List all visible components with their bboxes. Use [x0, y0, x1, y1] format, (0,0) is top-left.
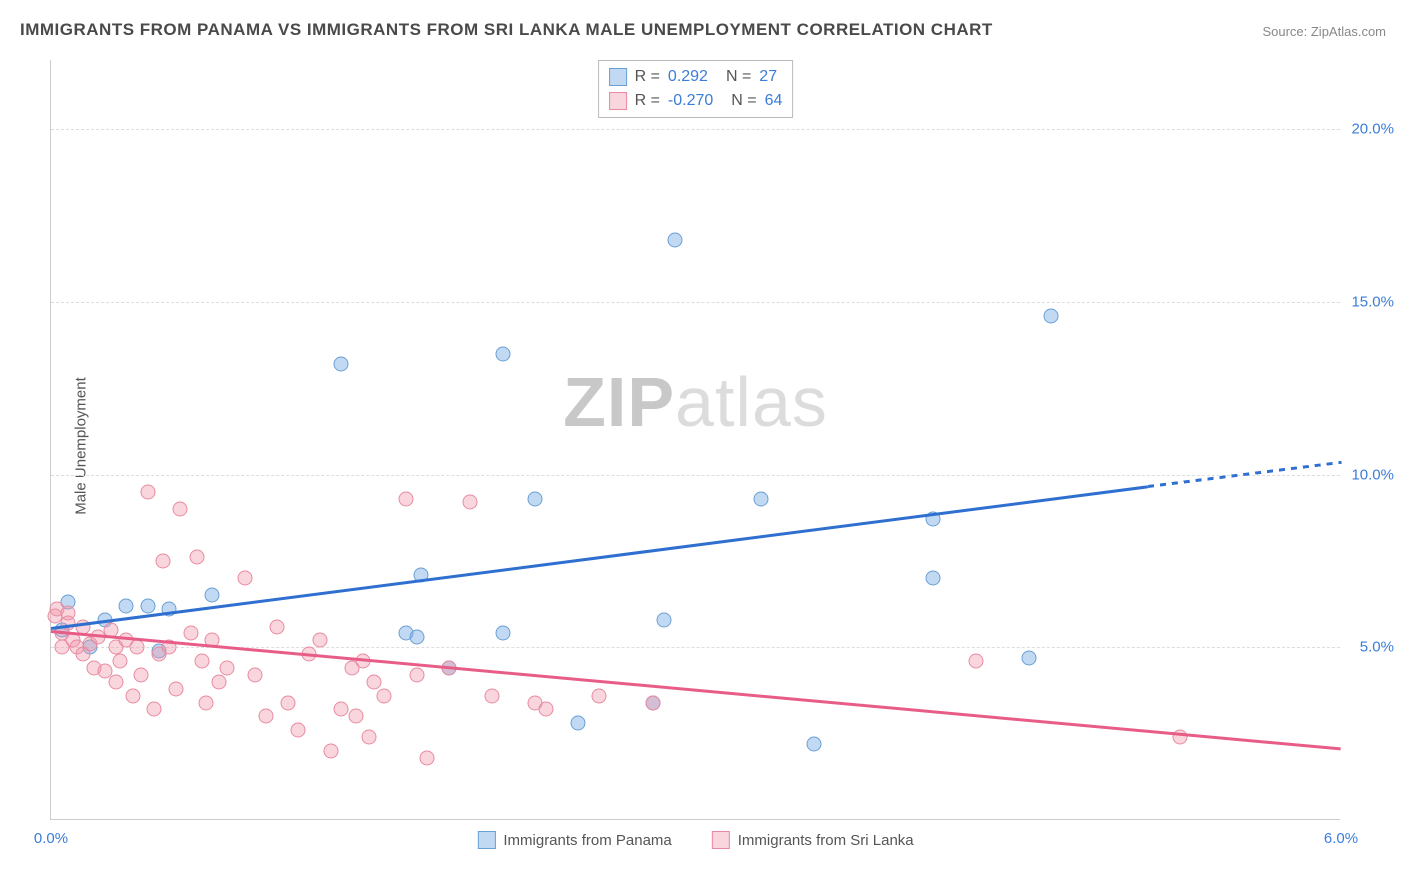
data-point	[538, 702, 553, 717]
data-point	[377, 688, 392, 703]
data-point	[420, 750, 435, 765]
data-point	[198, 695, 213, 710]
data-point	[484, 688, 499, 703]
stats-row-panama: R = 0.292 N = 27	[609, 65, 783, 89]
data-point	[409, 629, 424, 644]
r-label: R =	[635, 89, 660, 113]
legend-item-panama: Immigrants from Panama	[477, 831, 671, 849]
n-label: N =	[726, 65, 751, 89]
swatch-blue-icon	[609, 68, 627, 86]
data-point	[211, 674, 226, 689]
data-point	[323, 743, 338, 758]
data-point	[398, 491, 413, 506]
data-point	[248, 667, 263, 682]
ytick-label: 10.0%	[1351, 466, 1394, 483]
data-point	[125, 688, 140, 703]
data-point	[334, 702, 349, 717]
xtick-label: 0.0%	[34, 830, 68, 847]
data-point	[269, 619, 284, 634]
data-point	[119, 598, 134, 613]
data-point	[205, 588, 220, 603]
r-value-srilanka: -0.270	[668, 89, 713, 113]
data-point	[592, 688, 607, 703]
legend-item-srilanka: Immigrants from Sri Lanka	[712, 831, 914, 849]
data-point	[291, 723, 306, 738]
n-value-srilanka: 64	[765, 89, 783, 113]
data-point	[570, 716, 585, 731]
data-point	[349, 709, 364, 724]
data-point	[366, 674, 381, 689]
data-point	[140, 598, 155, 613]
data-point	[108, 674, 123, 689]
gridline	[51, 475, 1340, 476]
n-label: N =	[731, 89, 756, 113]
data-point	[1043, 308, 1058, 323]
swatch-blue-icon	[477, 831, 495, 849]
data-point	[168, 681, 183, 696]
trend-line	[51, 485, 1148, 629]
xtick-label: 6.0%	[1324, 830, 1358, 847]
data-point	[61, 605, 76, 620]
swatch-pink-icon	[712, 831, 730, 849]
stats-legend: R = 0.292 N = 27 R = -0.270 N = 64	[598, 60, 794, 118]
plot-area: ZIPatlas R = 0.292 N = 27 R = -0.270 N =…	[50, 60, 1340, 820]
r-value-panama: 0.292	[668, 65, 708, 89]
data-point	[1022, 650, 1037, 665]
bottom-legend: Immigrants from Panama Immigrants from S…	[477, 831, 913, 849]
data-point	[190, 550, 205, 565]
data-point	[155, 553, 170, 568]
data-point	[925, 571, 940, 586]
data-point	[259, 709, 274, 724]
gridline	[51, 129, 1340, 130]
data-point	[112, 654, 127, 669]
data-point	[140, 484, 155, 499]
data-point	[220, 661, 235, 676]
data-point	[527, 491, 542, 506]
source-label: Source: ZipAtlas.com	[1262, 24, 1386, 39]
data-point	[463, 495, 478, 510]
data-point	[280, 695, 295, 710]
data-point	[656, 612, 671, 627]
r-label: R =	[635, 65, 660, 89]
data-point	[807, 737, 822, 752]
data-point	[194, 654, 209, 669]
legend-label-srilanka: Immigrants from Sri Lanka	[738, 832, 914, 849]
watermark-text: ZIPatlas	[563, 362, 828, 442]
data-point	[173, 502, 188, 517]
data-point	[183, 626, 198, 641]
data-point	[753, 491, 768, 506]
data-point	[237, 571, 252, 586]
data-point	[646, 695, 661, 710]
data-point	[409, 667, 424, 682]
chart-title: IMMIGRANTS FROM PANAMA VS IMMIGRANTS FRO…	[20, 20, 993, 40]
data-point	[495, 346, 510, 361]
ytick-label: 5.0%	[1360, 639, 1394, 656]
data-point	[312, 633, 327, 648]
n-value-panama: 27	[759, 65, 777, 89]
ytick-label: 15.0%	[1351, 293, 1394, 310]
data-point	[130, 640, 145, 655]
data-point	[968, 654, 983, 669]
data-point	[134, 667, 149, 682]
stats-row-srilanka: R = -0.270 N = 64	[609, 89, 783, 113]
data-point	[147, 702, 162, 717]
chart-container: IMMIGRANTS FROM PANAMA VS IMMIGRANTS FRO…	[0, 0, 1406, 892]
swatch-pink-icon	[609, 92, 627, 110]
legend-label-panama: Immigrants from Panama	[503, 832, 671, 849]
data-point	[334, 357, 349, 372]
data-point	[667, 232, 682, 247]
data-point	[495, 626, 510, 641]
data-point	[362, 730, 377, 745]
gridline	[51, 302, 1340, 303]
ytick-label: 20.0%	[1351, 121, 1394, 138]
